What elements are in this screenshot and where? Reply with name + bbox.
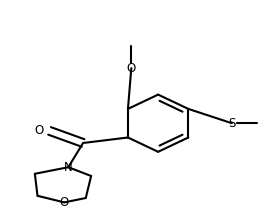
Text: O: O	[127, 62, 136, 75]
Text: N: N	[64, 161, 73, 174]
Text: O: O	[60, 196, 69, 209]
Text: O: O	[35, 124, 44, 138]
Text: S: S	[228, 117, 236, 130]
